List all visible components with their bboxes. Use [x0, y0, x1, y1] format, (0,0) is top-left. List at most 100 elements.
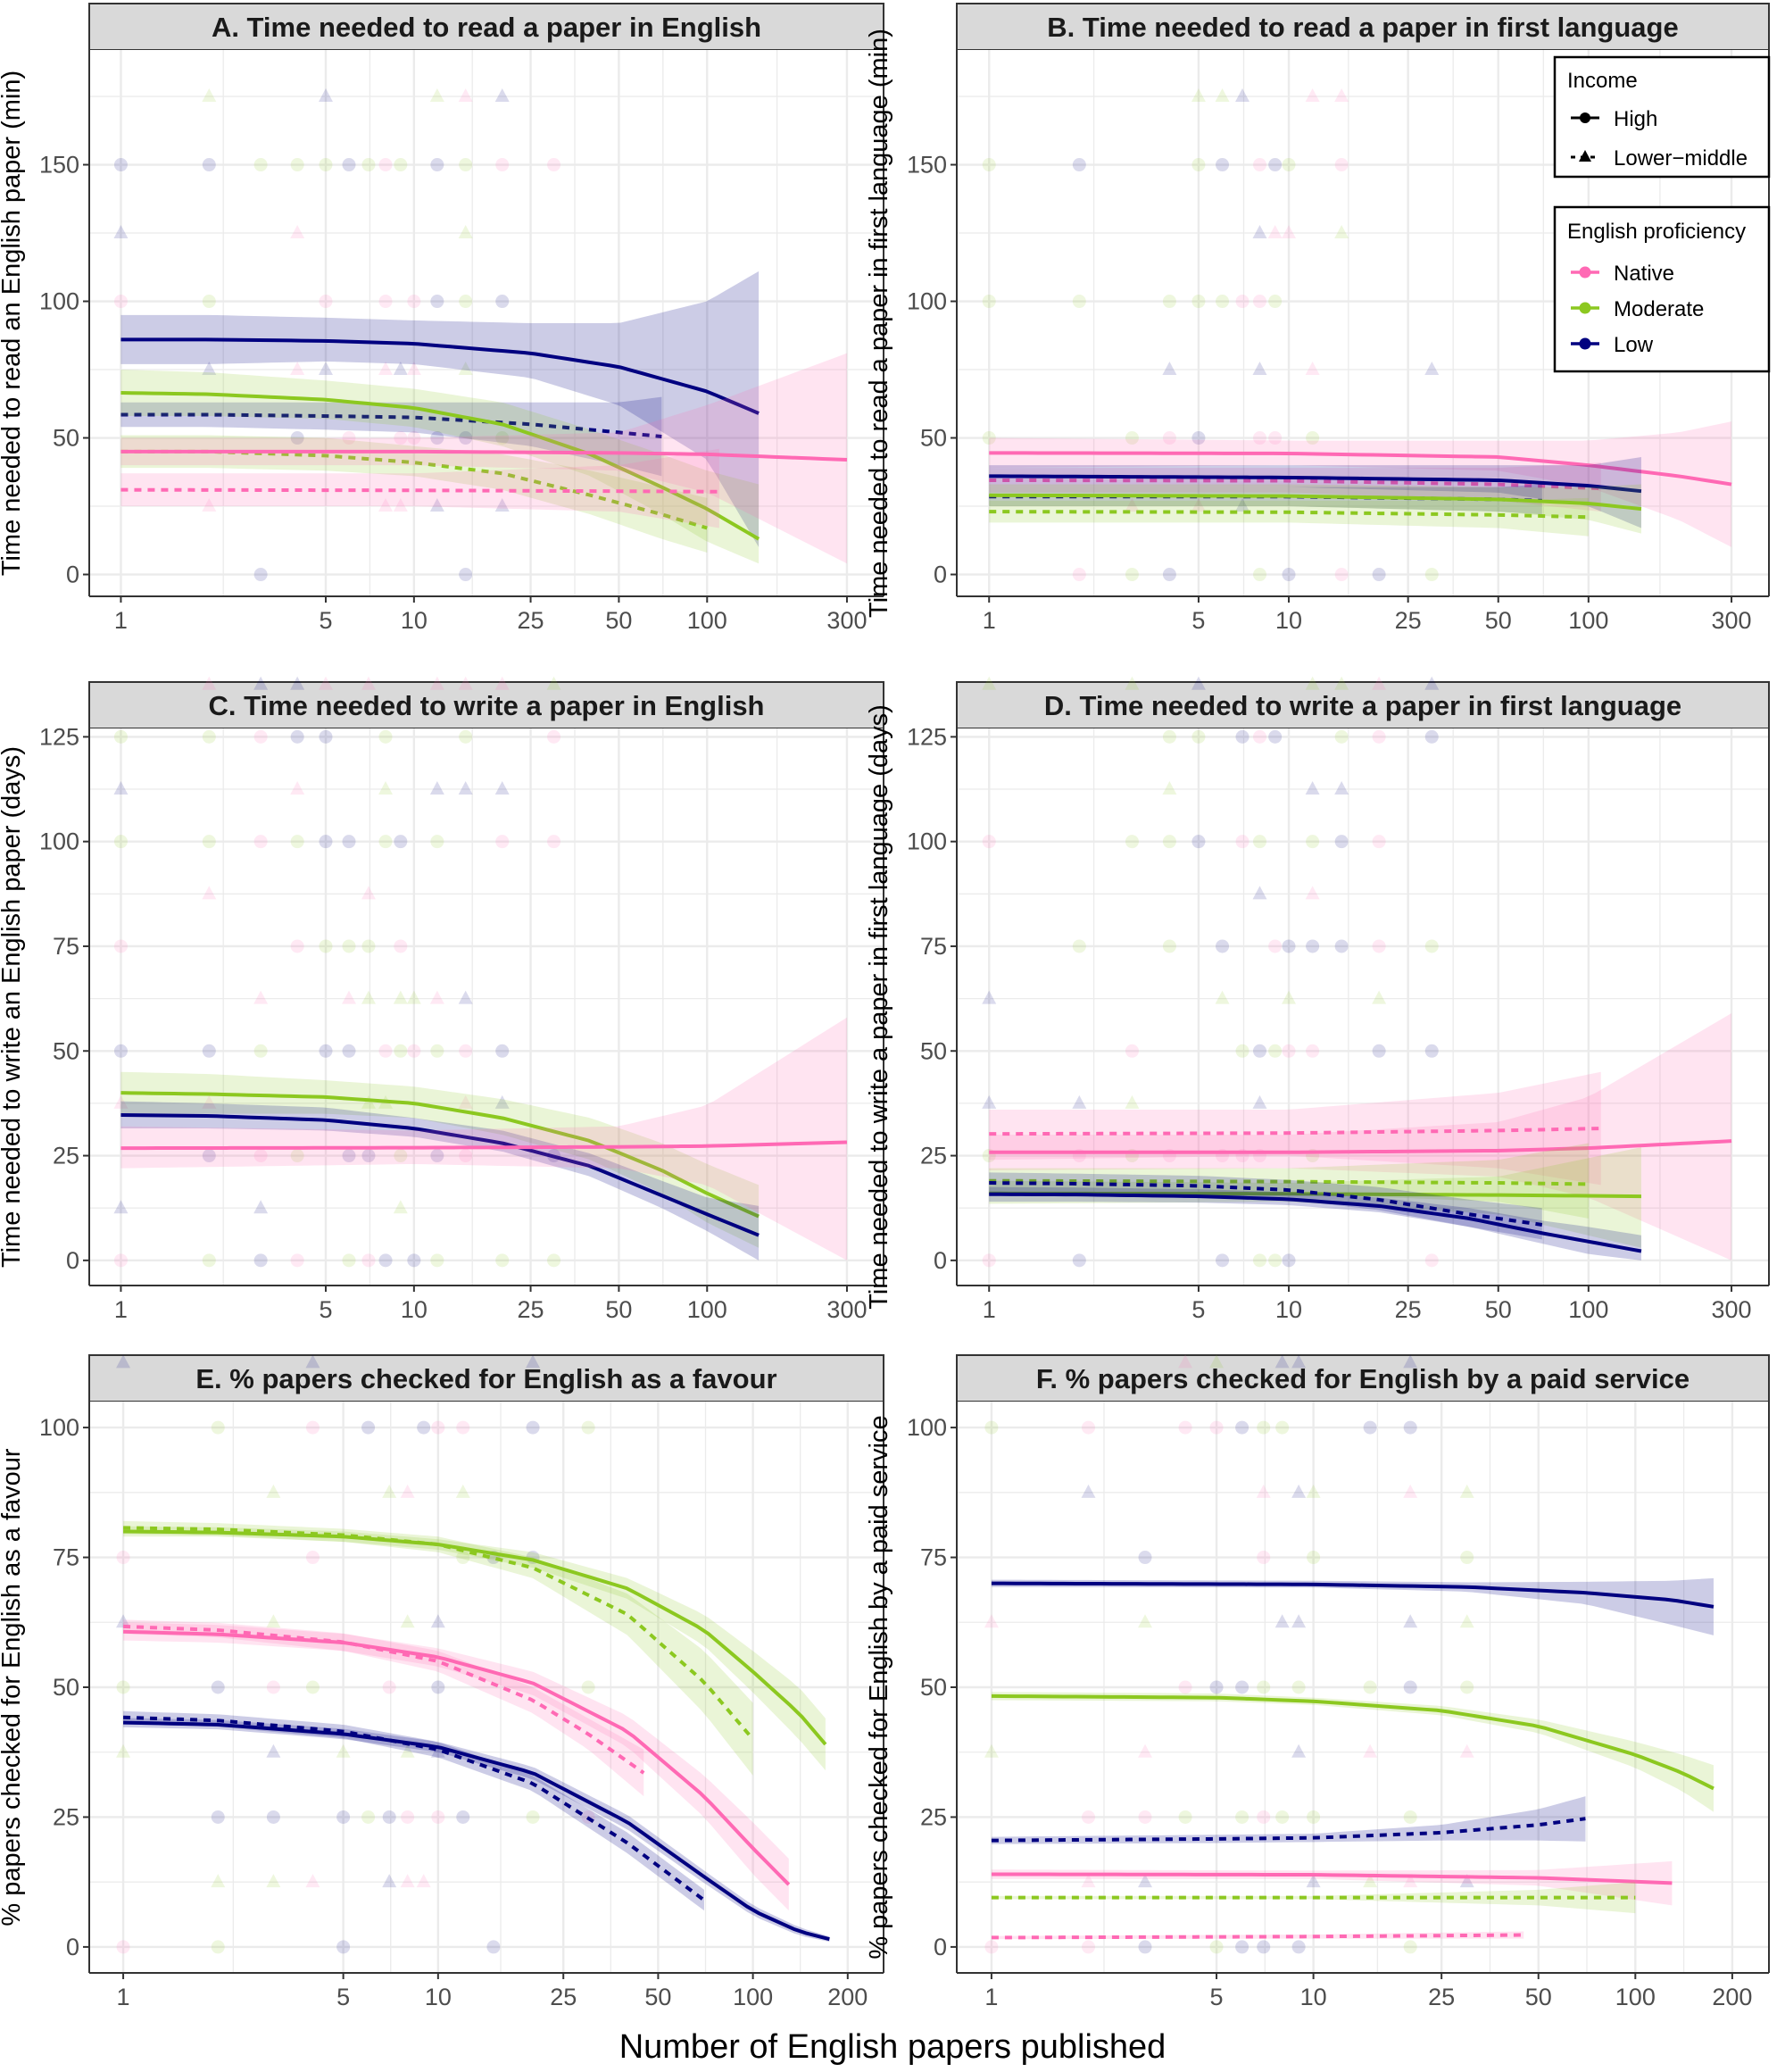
scatter-points [982, 88, 1440, 582]
data-point-triangle [1291, 1614, 1307, 1628]
data-point [1334, 939, 1349, 953]
data-point-triangle [429, 990, 444, 1004]
data-point-triangle [1256, 1484, 1271, 1498]
data-point-triangle [458, 1094, 473, 1109]
data-point-triangle [361, 1094, 376, 1109]
data-point-triangle [1178, 1354, 1193, 1369]
data-point-triangle [113, 1200, 129, 1214]
x-tick-label: 50 [1485, 607, 1512, 634]
data-point-triangle [393, 1200, 408, 1214]
data-point [361, 1810, 376, 1824]
data-point [1178, 1680, 1192, 1694]
data-point [1334, 729, 1349, 744]
data-point-triangle [382, 1874, 397, 1888]
data-point [211, 1940, 225, 1954]
data-point [1282, 568, 1296, 582]
data-point [430, 1253, 444, 1268]
data-point [1372, 835, 1386, 849]
data-point [1275, 1810, 1290, 1824]
data-point [1252, 1044, 1266, 1058]
data-point [361, 1149, 376, 1163]
data-point [336, 1940, 351, 1954]
data-point [319, 835, 333, 849]
data-point-triangle [1267, 225, 1283, 239]
data-point [495, 835, 510, 849]
data-point [526, 1420, 540, 1435]
panel-e: E. % papers checked for English as a fav… [0, 1354, 884, 2010]
data-point-triangle [1305, 88, 1320, 103]
data-point [1082, 1810, 1096, 1824]
panel-title: A. Time needed to read a paper in Englis… [212, 12, 761, 43]
confidence-ribbon [989, 497, 1589, 537]
data-point [211, 1810, 225, 1824]
data-point [202, 835, 216, 849]
x-tick-label: 100 [687, 607, 727, 634]
data-point-triangle [494, 1094, 510, 1109]
data-point [116, 1551, 130, 1565]
data-point-triangle [266, 1614, 281, 1628]
data-point [336, 1810, 351, 1824]
y-tick-label: 0 [66, 562, 79, 588]
data-point-triangle [266, 1743, 281, 1758]
data-point-triangle [113, 1094, 129, 1109]
data-point [1257, 1810, 1271, 1824]
x-tick-label: 5 [319, 607, 332, 634]
data-point-triangle [116, 1614, 131, 1628]
y-tick-label: 50 [920, 1674, 947, 1701]
data-point-triangle [290, 676, 305, 690]
data-point [253, 835, 268, 849]
series-low-high [123, 1718, 830, 1943]
y-tick-label: 0 [66, 1247, 79, 1274]
series-native-high [123, 1622, 791, 1911]
data-point [1252, 568, 1266, 582]
data-point [1307, 1810, 1321, 1824]
x-tick-label: 50 [1485, 1296, 1512, 1323]
series-low-high [989, 456, 1642, 528]
x-tick-label: 25 [518, 1296, 544, 1323]
data-point [342, 835, 356, 849]
data-point [1282, 939, 1296, 953]
data-point-triangle [1372, 676, 1387, 690]
data-point [290, 158, 304, 172]
fit-line [120, 1113, 760, 1237]
data-point [1235, 1044, 1250, 1058]
y-tick-label: 25 [920, 1143, 947, 1169]
data-point-triangle [253, 1200, 269, 1214]
data-point-triangle [1305, 886, 1320, 900]
legend-proficiency: English proficiency Native Moderate Low [1553, 205, 1771, 373]
panel-strip [956, 1354, 1770, 1402]
x-tick-label: 300 [826, 607, 867, 634]
data-point [394, 431, 408, 445]
data-point-triangle [1403, 1874, 1418, 1888]
x-tick-label: 200 [1712, 1984, 1752, 2010]
data-point [394, 835, 408, 849]
data-point [290, 835, 304, 849]
data-point-triangle [1191, 88, 1206, 103]
panel-strip [956, 681, 1770, 729]
data-point-triangle [455, 1484, 470, 1498]
data-point-triangle [318, 88, 333, 103]
legend-label-high: High [1614, 107, 1657, 131]
series-low-lower-middle [989, 1172, 1543, 1240]
data-point-triangle [1334, 781, 1349, 795]
panel-f: F. % papers checked for English by a pai… [865, 1354, 1770, 2010]
data-point-triangle [253, 990, 269, 1004]
data-point-triangle [378, 362, 394, 376]
data-point [290, 431, 304, 445]
data-point [1162, 295, 1176, 309]
data-point [1306, 1044, 1320, 1058]
legend-label-lower-middle: Lower−middle [1614, 146, 1748, 171]
gridlines [89, 1402, 884, 1973]
data-point [202, 1149, 216, 1163]
data-point-triangle [494, 781, 510, 795]
data-point [1268, 939, 1283, 953]
data-point-triangle [1291, 1484, 1307, 1498]
data-point [459, 1044, 473, 1058]
fit-line [120, 487, 719, 494]
data-point [495, 431, 510, 445]
fit-line [989, 1178, 1589, 1186]
data-point-triangle [429, 781, 444, 795]
data-point [394, 1149, 408, 1163]
panel-a: A. Time needed to read a paper in Englis… [0, 3, 884, 634]
